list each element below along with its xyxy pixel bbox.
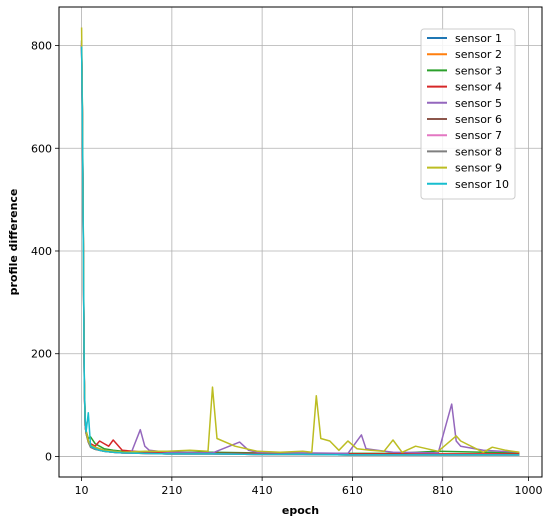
legend-label: sensor 8 (455, 145, 502, 158)
y-tick-label: 400 (31, 245, 52, 258)
x-tick-label: 610 (342, 484, 363, 497)
y-tick-label: 800 (31, 40, 52, 53)
y-tick-label: 200 (31, 348, 52, 361)
y-axis-label: profile difference (7, 189, 20, 296)
legend: sensor 1 sensor 2 sensor 3 sensor 4 sensor 5… (420, 28, 516, 200)
plot-frame (58, 6, 543, 478)
legend-label: sensor 6 (455, 113, 502, 126)
y-tick-label: 0 (45, 450, 52, 463)
series-layer (80, 27, 520, 456)
x-axis-label: epoch (282, 504, 319, 517)
x-tick-label: 210 (161, 484, 182, 497)
legend-label: sensor 3 (455, 64, 502, 77)
legend-label: sensor 4 (455, 81, 502, 94)
x-tick-label: 410 (252, 484, 273, 497)
y-tick-label: 600 (31, 142, 52, 155)
x-tick-label: 1000 (514, 484, 542, 497)
legend-label: sensor 1 (455, 32, 502, 45)
legend-label: sensor 9 (455, 162, 502, 175)
tick-layer: 10 210 410 610 810 1000 0 200 400 600 800 (31, 40, 542, 497)
legend-label: sensor 5 (455, 97, 502, 110)
legend-box (420, 28, 516, 200)
legend-label: sensor 2 (455, 48, 502, 61)
legend-label: sensor 10 (455, 178, 509, 191)
x-tick-label: 810 (432, 484, 453, 497)
legend-label: sensor 7 (455, 129, 502, 142)
x-tick-label: 10 (75, 484, 89, 497)
series-line-sensor-10 (80, 46, 520, 456)
